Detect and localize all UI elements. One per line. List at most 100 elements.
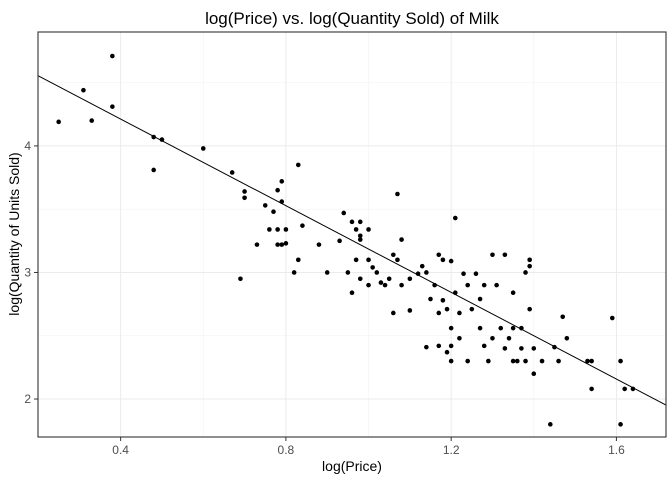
- data-point: [242, 195, 247, 201]
- data-point: [345, 270, 351, 275]
- x-axis-title: log(Price): [322, 458, 382, 474]
- data-point: [432, 282, 437, 288]
- regression-line: [37, 75, 667, 406]
- data-point: [523, 358, 528, 364]
- data-point: [622, 386, 627, 392]
- data-point: [494, 282, 499, 288]
- data-point: [295, 257, 301, 263]
- data-point: [229, 170, 235, 175]
- data-point: [382, 282, 388, 288]
- data-point: [436, 343, 442, 349]
- regression-line-group: [37, 75, 667, 406]
- data-point: [531, 371, 537, 377]
- data-point: [279, 199, 285, 204]
- data-point: [481, 343, 487, 349]
- data-point: [424, 270, 429, 275]
- data-point: [324, 270, 330, 275]
- data-point: [353, 257, 359, 263]
- data-point: [89, 118, 95, 123]
- data-point: [630, 386, 636, 392]
- y-tick-label: 2: [24, 392, 31, 406]
- data-point: [452, 290, 458, 296]
- data-point: [552, 344, 557, 350]
- data-point: [386, 276, 392, 282]
- data-point: [527, 257, 532, 263]
- data-point: [452, 215, 458, 221]
- panel-border: [37, 31, 667, 438]
- data-point: [399, 237, 404, 242]
- x-tick-label: 0.8: [278, 443, 295, 457]
- data-point: [531, 346, 537, 351]
- data-point: [448, 258, 454, 264]
- data-point: [151, 134, 156, 140]
- data-point: [469, 306, 475, 312]
- chart-title: log(Price) vs. log(Quantity Sold) of Mil…: [205, 9, 499, 28]
- data-point: [481, 282, 487, 288]
- data-point: [316, 242, 322, 247]
- data-point: [395, 191, 400, 197]
- data-point: [448, 343, 454, 349]
- data-point: [440, 298, 446, 303]
- data-point: [378, 280, 384, 285]
- data-point: [200, 146, 206, 151]
- data-point: [457, 335, 462, 341]
- data-point: [436, 310, 442, 316]
- data-point: [56, 119, 61, 125]
- data-point: [242, 189, 247, 194]
- data-point: [267, 227, 272, 232]
- data-point: [490, 335, 495, 341]
- data-point: [357, 219, 363, 225]
- data-point: [275, 187, 280, 193]
- data-point: [506, 335, 512, 341]
- data-point: [357, 237, 363, 242]
- data-point: [502, 346, 508, 351]
- data-point: [428, 296, 433, 302]
- data-point: [275, 227, 280, 232]
- y-axis-title: log(Quantity of Units Sold): [6, 152, 22, 315]
- data-point: [477, 296, 483, 302]
- data-point: [473, 271, 479, 277]
- data-point: [502, 252, 508, 258]
- x-tick-label: 1.6: [608, 443, 625, 457]
- data-point: [283, 227, 289, 232]
- data-point: [424, 344, 429, 350]
- data-point: [337, 238, 342, 244]
- data-point: [444, 349, 450, 355]
- data-point: [510, 325, 516, 331]
- data-point: [357, 233, 363, 239]
- data-point: [374, 270, 380, 275]
- data-point: [279, 179, 285, 184]
- data-point: [279, 242, 285, 247]
- data-point: [585, 358, 590, 364]
- data-point: [436, 252, 442, 258]
- data-point: [407, 308, 413, 313]
- minor-grid: [37, 32, 666, 437]
- data-point: [444, 306, 450, 312]
- data-point: [370, 265, 375, 270]
- data-point: [159, 137, 165, 142]
- data-point: [440, 257, 446, 263]
- data-point: [81, 87, 86, 93]
- data-point: [477, 325, 483, 331]
- data-point: [589, 358, 594, 364]
- data-point: [254, 242, 260, 247]
- data-point: [419, 263, 425, 269]
- data-point: [510, 290, 516, 296]
- data-point: [295, 162, 301, 168]
- x-tick-label: 0.4: [112, 443, 129, 457]
- data-point: [349, 219, 355, 225]
- data-point: [353, 227, 359, 232]
- data-point: [527, 263, 532, 269]
- y-tick-label: 3: [24, 265, 31, 279]
- data-point: [465, 358, 470, 364]
- data-point: [465, 282, 470, 288]
- data-point: [291, 270, 297, 275]
- data-point: [391, 310, 396, 316]
- data-point: [519, 325, 524, 331]
- y-tick-label: 4: [24, 139, 31, 153]
- data-point: [457, 310, 462, 316]
- data-point: [399, 282, 404, 288]
- data-point: [110, 53, 115, 59]
- data-point: [262, 203, 268, 208]
- data-point: [560, 314, 566, 320]
